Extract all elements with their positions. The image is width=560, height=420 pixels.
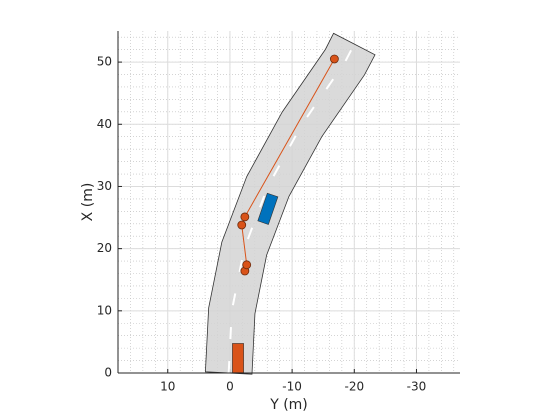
y-tick-label: 20 bbox=[97, 241, 112, 255]
x-tick-label: -30 bbox=[407, 380, 427, 394]
y-tick-label: 0 bbox=[104, 366, 112, 380]
road bbox=[204, 32, 376, 375]
waypoint bbox=[242, 260, 252, 270]
waypoint bbox=[240, 212, 250, 222]
waypoint bbox=[329, 54, 339, 64]
y-tick-label: 10 bbox=[97, 303, 112, 317]
vehicle bbox=[232, 343, 244, 373]
vehicle bbox=[257, 192, 279, 225]
x-tick-label: -10 bbox=[282, 380, 302, 394]
x-tick-label: 10 bbox=[160, 380, 175, 394]
y-tick-label: 30 bbox=[97, 179, 112, 193]
y-tick-label: 50 bbox=[97, 55, 112, 69]
y-tick-label: 40 bbox=[97, 117, 112, 131]
x-axis-label: Y (m) bbox=[269, 397, 308, 413]
waypoint bbox=[237, 220, 247, 230]
x-tick-label: -20 bbox=[344, 380, 364, 394]
y-axis-label: X (m) bbox=[80, 183, 96, 222]
x-tick-label: 0 bbox=[226, 380, 234, 394]
